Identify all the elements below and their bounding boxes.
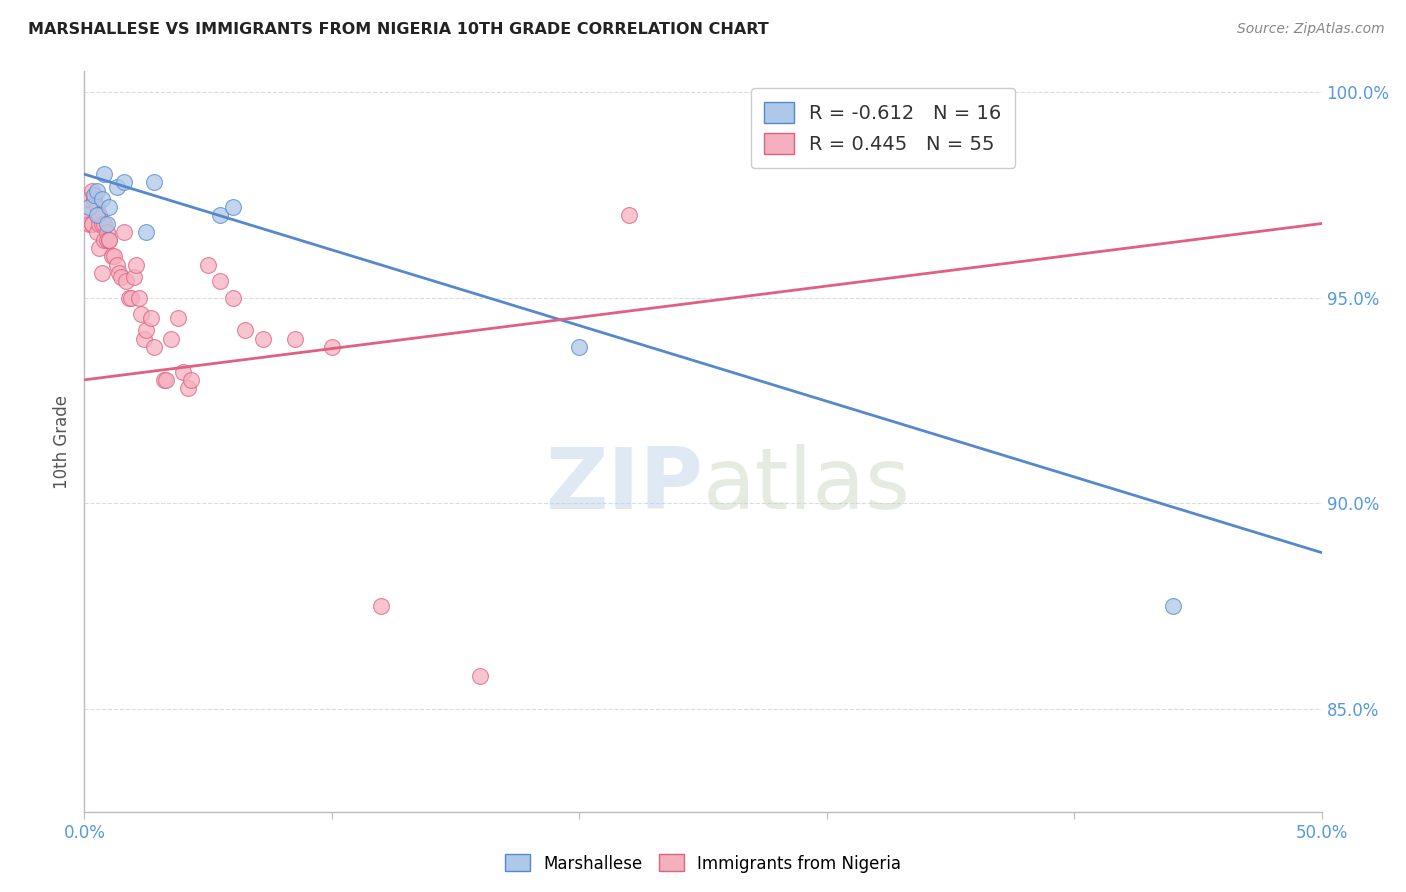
- Point: [122, 270, 145, 285]
- Y-axis label: 10th Grade: 10th Grade: [53, 394, 72, 489]
- Point: [76, 208, 98, 222]
- Point: [112, 225, 135, 239]
- Point: [80, 184, 103, 198]
- Point: [167, 311, 190, 326]
- Point: [209, 208, 232, 222]
- Point: [96, 217, 118, 231]
- Point: [321, 340, 343, 354]
- Text: MARSHALLESE VS IMMIGRANTS FROM NIGERIA 10TH GRADE CORRELATION CHART: MARSHALLESE VS IMMIGRANTS FROM NIGERIA 1…: [28, 22, 769, 37]
- Point: [90, 192, 112, 206]
- Point: [93, 167, 115, 181]
- Point: [103, 250, 125, 264]
- Point: [135, 324, 157, 338]
- Point: [370, 599, 392, 613]
- Point: [1161, 599, 1184, 613]
- Legend: R = -0.612   N = 16, R = 0.445   N = 55: R = -0.612 N = 16, R = 0.445 N = 55: [751, 88, 1015, 168]
- Text: ZIP: ZIP: [546, 444, 703, 527]
- Point: [125, 258, 148, 272]
- Point: [86, 200, 108, 214]
- Point: [135, 225, 157, 239]
- Point: [180, 373, 202, 387]
- Point: [96, 225, 118, 239]
- Point: [83, 192, 105, 206]
- Point: [93, 217, 115, 231]
- Text: Source: ZipAtlas.com: Source: ZipAtlas.com: [1237, 22, 1385, 37]
- Point: [98, 233, 121, 247]
- Point: [129, 307, 152, 321]
- Point: [83, 187, 105, 202]
- Point: [252, 332, 274, 346]
- Point: [160, 332, 183, 346]
- Point: [93, 233, 115, 247]
- Point: [233, 324, 256, 338]
- Point: [110, 270, 132, 285]
- Point: [100, 250, 122, 264]
- Point: [108, 266, 131, 280]
- Text: atlas: atlas: [703, 444, 911, 527]
- Point: [155, 373, 177, 387]
- Point: [197, 258, 219, 272]
- Point: [177, 381, 200, 395]
- Point: [617, 208, 640, 222]
- Point: [90, 266, 112, 280]
- Point: [89, 241, 111, 255]
- Point: [142, 176, 165, 190]
- Point: [222, 291, 245, 305]
- Point: [112, 176, 135, 190]
- Point: [86, 208, 108, 222]
- Point: [89, 217, 111, 231]
- Point: [86, 225, 108, 239]
- Point: [89, 208, 111, 222]
- Point: [79, 217, 101, 231]
- Point: [105, 179, 128, 194]
- Point: [115, 274, 138, 288]
- Point: [172, 365, 194, 379]
- Point: [120, 291, 142, 305]
- Point: [128, 291, 150, 305]
- Point: [118, 291, 141, 305]
- Point: [80, 217, 103, 231]
- Point: [96, 233, 118, 247]
- Point: [222, 200, 245, 214]
- Point: [79, 200, 101, 214]
- Point: [209, 274, 232, 288]
- Point: [80, 217, 103, 231]
- Point: [90, 217, 112, 231]
- Point: [568, 340, 591, 354]
- Point: [142, 340, 165, 354]
- Point: [132, 332, 155, 346]
- Point: [152, 373, 174, 387]
- Point: [284, 332, 307, 346]
- Point: [98, 200, 121, 214]
- Point: [79, 192, 101, 206]
- Point: [89, 208, 111, 222]
- Point: [98, 233, 121, 247]
- Point: [105, 258, 128, 272]
- Legend: Marshallese, Immigrants from Nigeria: Marshallese, Immigrants from Nigeria: [498, 847, 908, 880]
- Point: [86, 184, 108, 198]
- Point: [141, 311, 163, 326]
- Point: [470, 669, 492, 683]
